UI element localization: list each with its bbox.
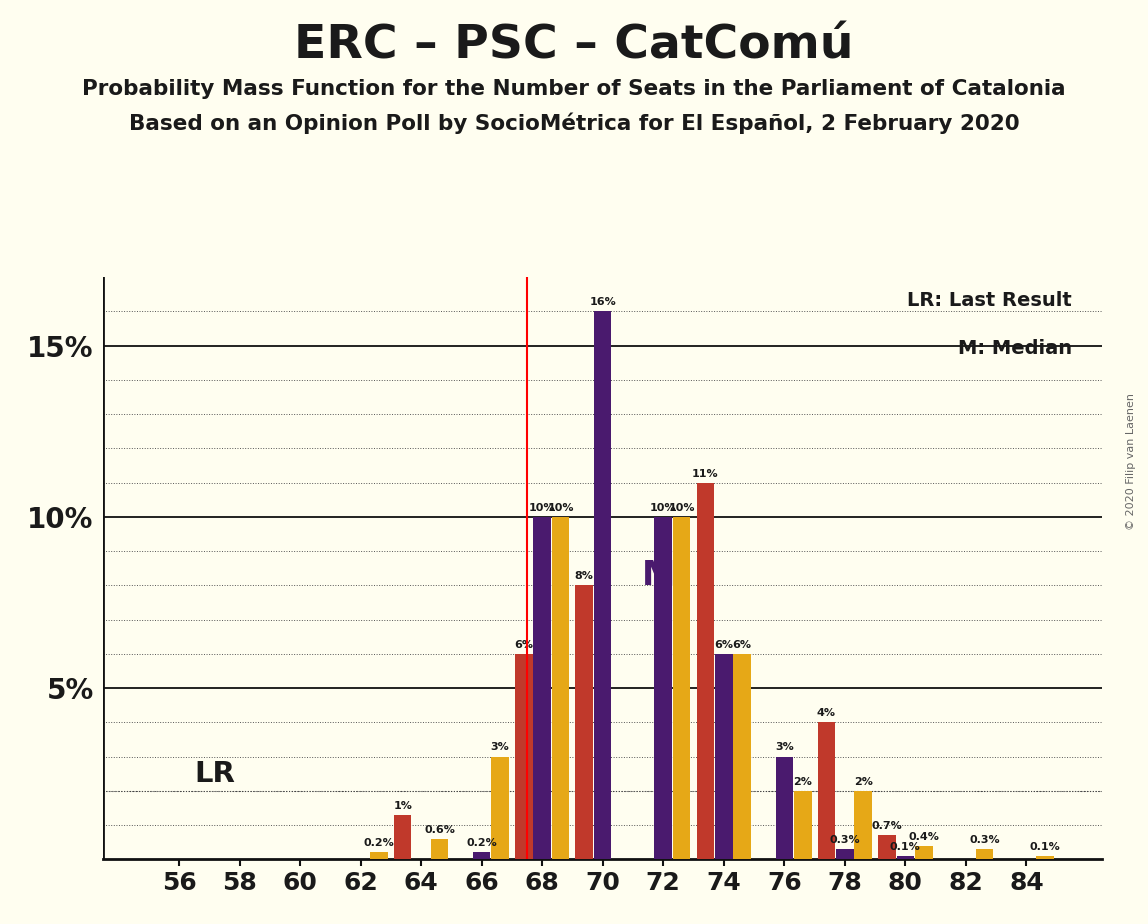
Bar <box>394 815 411 859</box>
Bar <box>515 654 533 859</box>
Text: 2%: 2% <box>854 777 872 786</box>
Text: 11%: 11% <box>692 468 719 479</box>
Text: 6%: 6% <box>732 639 752 650</box>
Bar <box>473 853 490 859</box>
Text: 0.6%: 0.6% <box>424 824 455 834</box>
Text: M: M <box>642 559 675 592</box>
Bar <box>854 791 872 859</box>
Text: 3%: 3% <box>775 743 793 752</box>
Bar <box>817 723 835 859</box>
Text: 6%: 6% <box>514 639 533 650</box>
Text: 10%: 10% <box>668 503 695 513</box>
Text: LR: LR <box>194 760 235 788</box>
Text: 8%: 8% <box>575 571 594 581</box>
Text: 1%: 1% <box>394 801 412 810</box>
Bar <box>836 849 854 859</box>
Bar <box>976 849 993 859</box>
Text: ERC – PSC – CatComú: ERC – PSC – CatComú <box>294 23 854 68</box>
Text: M: Median: M: Median <box>957 339 1072 358</box>
Text: 10%: 10% <box>529 503 556 513</box>
Text: 0.4%: 0.4% <box>908 832 939 842</box>
Text: 0.7%: 0.7% <box>871 821 902 832</box>
Bar <box>734 654 751 859</box>
Bar <box>794 791 812 859</box>
Bar <box>697 482 714 859</box>
Text: 0.1%: 0.1% <box>1030 842 1061 852</box>
Text: 2%: 2% <box>793 777 812 786</box>
Bar <box>897 856 914 859</box>
Bar <box>878 835 895 859</box>
Text: 0.2%: 0.2% <box>466 838 497 848</box>
Text: Probability Mass Function for the Number of Seats in the Parliament of Catalonia: Probability Mass Function for the Number… <box>83 79 1065 99</box>
Text: 10%: 10% <box>548 503 574 513</box>
Bar <box>575 586 594 859</box>
Bar <box>715 654 732 859</box>
Bar <box>552 517 569 859</box>
Text: 0.2%: 0.2% <box>364 838 395 848</box>
Text: 4%: 4% <box>817 708 836 718</box>
Bar <box>915 845 932 859</box>
Bar <box>491 757 509 859</box>
Text: © 2020 Filip van Laenen: © 2020 Filip van Laenen <box>1126 394 1135 530</box>
Text: 10%: 10% <box>650 503 676 513</box>
Bar <box>654 517 672 859</box>
Bar <box>776 757 793 859</box>
Text: 3%: 3% <box>490 743 510 752</box>
Text: 0.3%: 0.3% <box>830 835 860 845</box>
Text: 0.3%: 0.3% <box>969 835 1000 845</box>
Bar <box>534 517 551 859</box>
Text: LR: Last Result: LR: Last Result <box>907 291 1072 310</box>
Text: 16%: 16% <box>589 298 616 308</box>
Bar <box>673 517 690 859</box>
Bar <box>371 853 388 859</box>
Bar <box>430 839 449 859</box>
Bar <box>594 311 612 859</box>
Bar <box>1037 856 1054 859</box>
Text: Based on an Opinion Poll by SocioMétrica for El Español, 2 February 2020: Based on an Opinion Poll by SocioMétrica… <box>129 113 1019 134</box>
Text: 6%: 6% <box>714 639 734 650</box>
Text: 0.1%: 0.1% <box>890 842 921 852</box>
